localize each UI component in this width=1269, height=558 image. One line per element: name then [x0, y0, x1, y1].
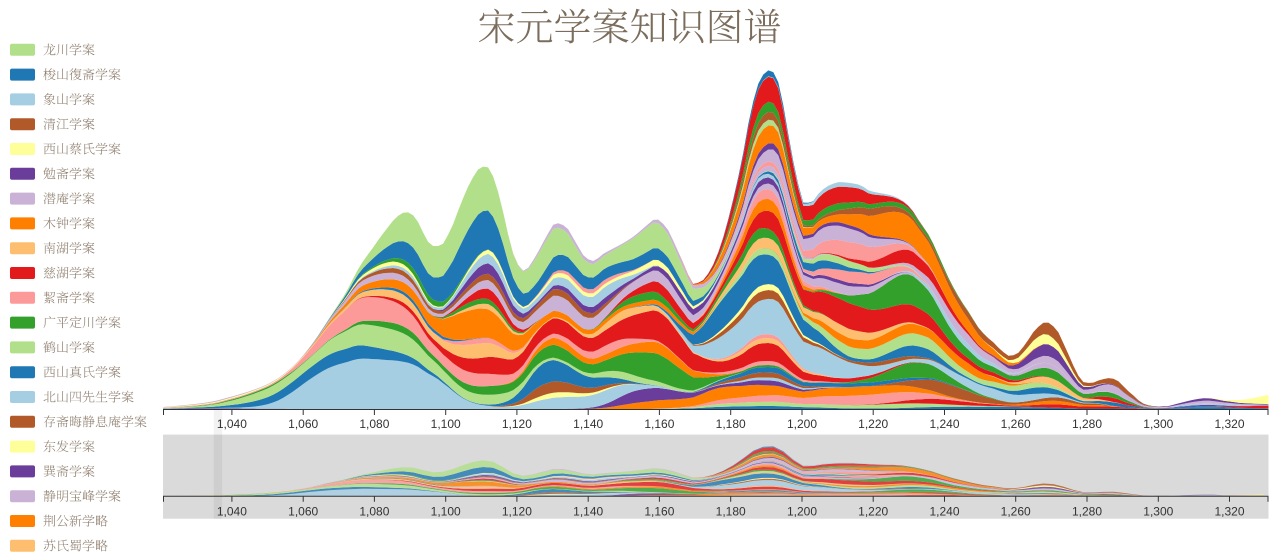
svg-text:1,040: 1,040	[217, 417, 247, 431]
svg-text:1,080: 1,080	[359, 417, 389, 431]
svg-text:1,100: 1,100	[431, 504, 461, 518]
svg-text:1,260: 1,260	[1001, 504, 1031, 518]
svg-text:1,180: 1,180	[716, 504, 746, 518]
svg-text:1,260: 1,260	[1001, 417, 1031, 431]
svg-text:1,180: 1,180	[716, 417, 746, 431]
svg-text:1,320: 1,320	[1214, 504, 1244, 518]
svg-text:1,220: 1,220	[858, 417, 888, 431]
svg-text:1,140: 1,140	[573, 417, 603, 431]
svg-text:1,200: 1,200	[787, 417, 817, 431]
svg-text:1,280: 1,280	[1072, 504, 1102, 518]
svg-text:1,080: 1,080	[359, 504, 389, 518]
svg-text:1,160: 1,160	[644, 504, 674, 518]
svg-text:1,040: 1,040	[217, 504, 247, 518]
svg-text:1,140: 1,140	[573, 504, 603, 518]
svg-text:1,100: 1,100	[431, 417, 461, 431]
svg-text:1,280: 1,280	[1072, 417, 1102, 431]
svg-text:1,200: 1,200	[787, 504, 817, 518]
svg-text:1,300: 1,300	[1143, 417, 1173, 431]
svg-text:1,220: 1,220	[858, 504, 888, 518]
svg-text:1,060: 1,060	[288, 417, 318, 431]
svg-text:1,120: 1,120	[502, 504, 532, 518]
svg-text:1,320: 1,320	[1214, 417, 1244, 431]
svg-text:1,240: 1,240	[929, 417, 959, 431]
svg-text:1,160: 1,160	[644, 417, 674, 431]
svg-text:1,120: 1,120	[502, 417, 532, 431]
svg-text:1,300: 1,300	[1143, 504, 1173, 518]
svg-text:1,060: 1,060	[288, 504, 318, 518]
svg-text:1,240: 1,240	[929, 504, 959, 518]
